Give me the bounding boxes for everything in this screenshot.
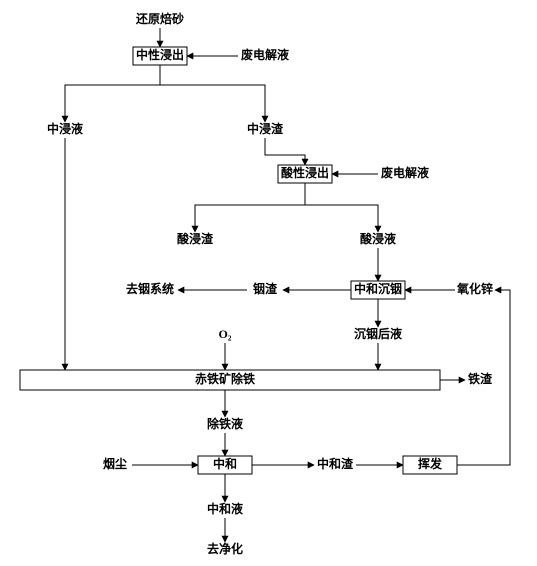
node-neutral-leach: 中性浸出 (136, 47, 184, 62)
node-fe-liq: 除铁液 (207, 416, 243, 431)
node-zno: 氧化锌 (456, 281, 493, 296)
node-to-purify: 去净化 (207, 541, 243, 556)
edge-neutral-to-midres (160, 85, 265, 122)
node-post-liq: 沉铟后液 (354, 326, 402, 341)
node-settle: 中和沉铟 (354, 281, 402, 296)
node-waste1: 废电解液 (241, 47, 289, 62)
node-neu-res: 中和渣 (317, 456, 354, 471)
node-in-res: 铟渣 (253, 281, 278, 296)
edge-neutral-to-midliq (65, 65, 160, 122)
node-neu-liq: 中和液 (207, 501, 243, 516)
edge-midres-to-acid (265, 138, 305, 165)
node-to-in: 去铟系统 (126, 281, 174, 296)
node-acid-res: 酸浸渣 (177, 231, 214, 246)
node-reduce-feed: 还原焙砂 (135, 11, 184, 26)
node-hematite: 赤铁矿除铁 (195, 371, 255, 386)
node-acid-liq: 酸浸液 (360, 231, 396, 246)
node-dust: 烟尘 (103, 456, 127, 471)
node-fe-res: 铁渣 (468, 371, 493, 386)
node-mid-liq: 中浸液 (47, 121, 83, 136)
node-waste2: 废电解液 (381, 165, 429, 180)
node-neutral: 中和 (213, 456, 237, 471)
edge-acid-to-acidres (195, 183, 305, 232)
node-volatile: 挥发 (418, 456, 443, 471)
edge-acid-to-acidliq (305, 205, 378, 232)
node-o2: O₂ (219, 327, 232, 341)
node-acid-leach: 酸性浸出 (281, 165, 329, 180)
node-mid-res: 中浸渣 (247, 121, 284, 136)
